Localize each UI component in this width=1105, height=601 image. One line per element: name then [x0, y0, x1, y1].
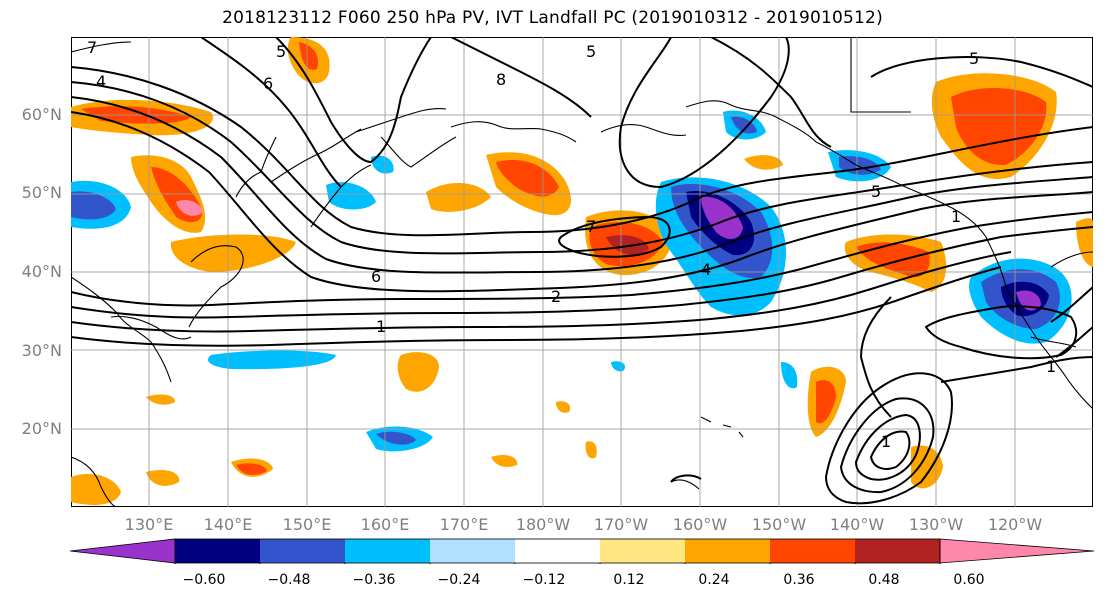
lon-label: 150°E: [282, 515, 332, 534]
colorbar-segment: [685, 539, 770, 563]
colorbar-tick-label: −0.60: [182, 572, 226, 588]
colorbar-segment: [770, 539, 855, 563]
colorbar-segment: [345, 539, 430, 563]
lat-label: 40°N: [21, 262, 62, 281]
contour-label: 6: [371, 267, 381, 286]
colorbar-tick-label: 0.60: [953, 572, 985, 588]
colorbar-segment: [430, 539, 515, 563]
lon-label: 150°W: [751, 515, 807, 534]
contour-label: 4: [96, 72, 106, 91]
contour-label: 5: [871, 182, 881, 201]
colorbar-tick-label: 0.24: [698, 572, 730, 588]
colorbar-tick-label: −0.12: [522, 572, 566, 588]
lon-label: 140°E: [203, 515, 253, 534]
contour-label: 1: [376, 317, 386, 336]
contours: [71, 37, 1093, 505]
colorbar-segment: [70, 538, 176, 564]
colorbar-segment: [175, 539, 260, 563]
lat-label: 20°N: [21, 419, 62, 438]
lat-label: 30°N: [21, 341, 62, 360]
colorbar-tick-label: 0.36: [783, 572, 815, 588]
lon-label: 170°W: [593, 515, 649, 534]
colorbar-segment: [600, 539, 685, 563]
colorbar-segment: [855, 539, 940, 563]
lon-label: 120°W: [987, 515, 1043, 534]
colorbar: [70, 538, 1095, 564]
colorbar-tick-label: 0.12: [613, 572, 645, 588]
colorbar-segment: [939, 538, 1095, 564]
plot-title: 2018123112 F060 250 hPa PV, IVT Landfall…: [222, 8, 883, 28]
colorbar-tick-label: 0.48: [868, 572, 900, 588]
colorbar-segment: [515, 539, 600, 563]
contour-label: 5: [276, 42, 286, 61]
lon-label: 130°E: [124, 515, 174, 534]
lon-label: 160°E: [360, 515, 410, 534]
lon-label: 170°E: [439, 515, 489, 534]
colorbar-tick-label: −0.24: [437, 572, 481, 588]
map-canvas: 4 6 5 6 2 1 7 4 8 5 5 5 1 1 1 7: [71, 37, 1093, 507]
contour-label: 8: [496, 70, 506, 89]
contour-label: 4: [701, 260, 711, 279]
contour-label: 1: [881, 432, 891, 451]
contour-labels: 4 6 5 6 2 1 7 4 8 5 5 5 1 1 1 7: [87, 38, 1056, 451]
contour-label: 6: [263, 74, 273, 93]
lat-label: 60°N: [21, 105, 62, 124]
contour-label: 7: [87, 38, 97, 57]
lat-label: 50°N: [21, 183, 62, 202]
contour-label: 5: [969, 49, 979, 68]
contour-label: 2: [551, 287, 561, 306]
lon-label: 130°W: [908, 515, 964, 534]
contour-label: 1: [1046, 357, 1056, 376]
colorbar-tick-label: −0.36: [352, 572, 396, 588]
contour-label: 5: [586, 42, 596, 61]
colorbar-segment: [260, 539, 345, 563]
contour-label: 1: [951, 207, 961, 226]
lon-label: 160°W: [672, 515, 728, 534]
contour-label: 7: [586, 217, 596, 236]
lon-label: 140°W: [829, 515, 885, 534]
lon-label: 180°W: [515, 515, 571, 534]
colorbar-tick-label: −0.48: [267, 572, 311, 588]
